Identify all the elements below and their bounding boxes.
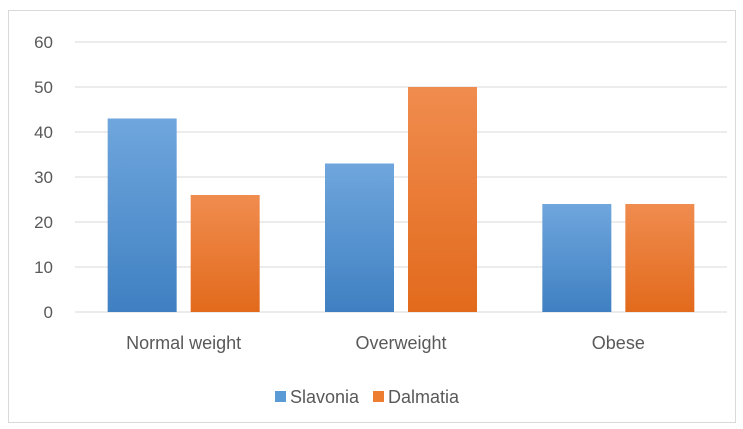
bars	[107, 87, 695, 312]
x-tick-label: Normal weight	[126, 333, 241, 353]
bar-slavonia-obese	[542, 204, 612, 312]
bar-dalmatia-overweight	[408, 87, 477, 312]
bar-slavonia-normal-weight	[107, 118, 177, 312]
y-axis-tick-labels: 0 10 20 30 40 50 60	[34, 33, 53, 322]
y-tick-label: 20	[34, 213, 53, 232]
bar-chart: 0 10 20 30 40 50 60 Normal weight Overweight Obe…	[34, 33, 727, 407]
y-tick-label: 30	[34, 168, 53, 187]
bar-dalmatia-obese	[625, 204, 695, 312]
x-axis-tick-labels: Normal weight Overweight Obese	[126, 333, 645, 353]
x-tick-label: Obese	[592, 333, 645, 353]
bar-dalmatia-normal-weight	[190, 195, 260, 312]
legend-label-slavonia: Slavonia	[290, 387, 360, 407]
chart-frame: 0 10 20 30 40 50 60 Normal weight Overweight Obe…	[8, 10, 736, 423]
y-tick-label: 10	[34, 258, 53, 277]
legend: Slavonia Dalmatia	[275, 387, 460, 407]
y-tick-label: 50	[34, 78, 53, 97]
x-tick-label: Overweight	[355, 333, 446, 353]
legend-label-dalmatia: Dalmatia	[388, 387, 460, 407]
gridlines	[75, 41, 727, 313]
y-tick-label: 0	[44, 303, 53, 322]
bar-slavonia-overweight	[325, 163, 394, 312]
y-tick-label: 40	[34, 123, 53, 142]
legend-swatch-dalmatia	[373, 391, 384, 402]
y-tick-label: 60	[34, 33, 53, 52]
legend-swatch-slavonia	[275, 391, 286, 402]
